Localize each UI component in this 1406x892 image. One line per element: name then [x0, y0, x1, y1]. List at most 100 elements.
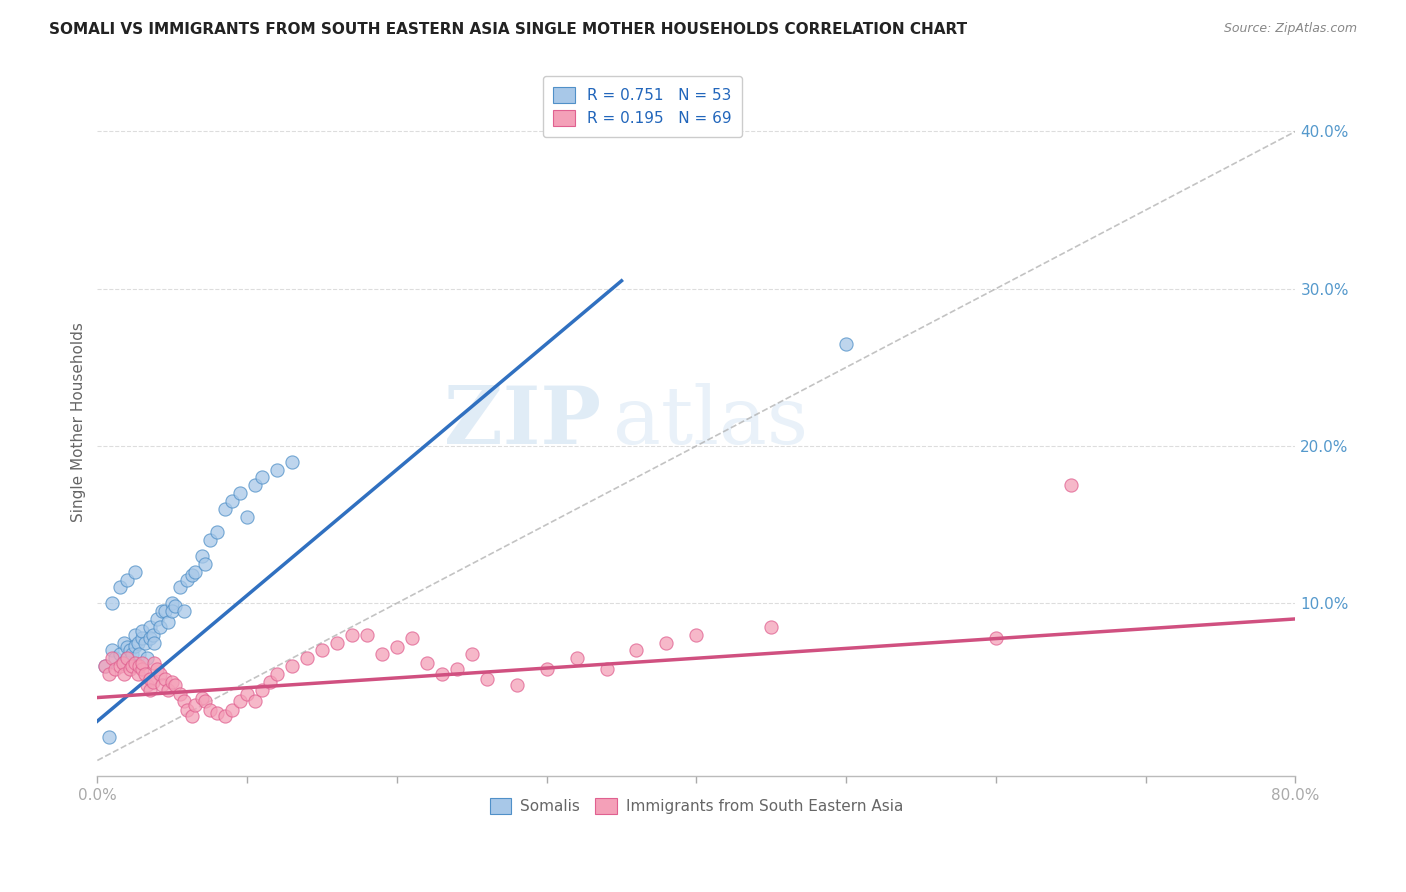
Point	[835, 336, 858, 351]
Point	[173, 694, 195, 708]
Point	[281, 455, 304, 469]
Point	[228, 486, 250, 500]
Point	[124, 656, 146, 670]
Point	[139, 631, 162, 645]
Point	[169, 581, 191, 595]
Point	[124, 639, 146, 653]
Point	[984, 631, 1007, 645]
Point	[139, 682, 162, 697]
Point	[156, 615, 179, 629]
Point	[108, 581, 131, 595]
Point	[131, 656, 153, 670]
Text: atlas: atlas	[613, 384, 807, 461]
Point	[176, 703, 198, 717]
Point	[120, 643, 142, 657]
Point	[124, 627, 146, 641]
Point	[565, 651, 588, 665]
Point	[243, 694, 266, 708]
Point	[131, 631, 153, 645]
Point	[165, 599, 187, 614]
Point	[461, 647, 484, 661]
Point	[173, 604, 195, 618]
Point	[149, 620, 172, 634]
Text: ZIP: ZIP	[443, 384, 600, 461]
Point	[281, 659, 304, 673]
Point	[117, 573, 139, 587]
Point	[98, 730, 121, 744]
Point	[121, 647, 143, 661]
Text: SOMALI VS IMMIGRANTS FROM SOUTH EASTERN ASIA SINGLE MOTHER HOUSEHOLDS CORRELATIO: SOMALI VS IMMIGRANTS FROM SOUTH EASTERN …	[49, 22, 967, 37]
Point	[94, 659, 117, 673]
Point	[120, 662, 142, 676]
Point	[142, 627, 165, 641]
Point	[311, 643, 333, 657]
Point	[149, 667, 172, 681]
Point	[430, 667, 453, 681]
Point	[134, 635, 156, 649]
Point	[295, 651, 318, 665]
Point	[108, 647, 131, 661]
Point	[117, 640, 139, 655]
Point	[176, 573, 198, 587]
Point	[401, 631, 423, 645]
Point	[142, 674, 165, 689]
Point	[250, 682, 273, 697]
Point	[183, 565, 205, 579]
Point	[371, 647, 394, 661]
Point	[356, 627, 378, 641]
Point	[169, 687, 191, 701]
Point	[198, 703, 221, 717]
Point	[101, 651, 124, 665]
Point	[104, 662, 127, 676]
Point	[131, 662, 153, 676]
Point	[112, 635, 135, 649]
Point	[117, 651, 139, 665]
Point	[259, 674, 281, 689]
Point	[685, 627, 707, 641]
Point	[98, 667, 121, 681]
Point	[385, 640, 408, 655]
Point	[416, 656, 439, 670]
Point	[160, 604, 183, 618]
Point	[221, 494, 243, 508]
Point	[101, 596, 124, 610]
Point	[135, 678, 157, 692]
Point	[153, 672, 176, 686]
Point	[250, 470, 273, 484]
Point	[243, 478, 266, 492]
Point	[1060, 478, 1083, 492]
Point	[128, 647, 150, 661]
Point	[595, 662, 617, 676]
Point	[143, 635, 166, 649]
Point	[128, 659, 150, 673]
Point	[135, 651, 157, 665]
Point	[150, 604, 173, 618]
Point	[228, 694, 250, 708]
Point	[127, 667, 149, 681]
Point	[160, 674, 183, 689]
Legend: Somalis, Immigrants from South Eastern Asia: Somalis, Immigrants from South Eastern A…	[479, 788, 914, 825]
Point	[111, 656, 134, 670]
Point	[198, 533, 221, 548]
Point	[183, 698, 205, 713]
Point	[626, 643, 648, 657]
Point	[180, 709, 202, 723]
Point	[160, 596, 183, 610]
Text: Source: ZipAtlas.com: Source: ZipAtlas.com	[1223, 22, 1357, 36]
Point	[112, 667, 135, 681]
Point	[165, 678, 187, 692]
Point	[191, 690, 214, 705]
Point	[194, 557, 217, 571]
Point	[221, 703, 243, 717]
Point	[153, 604, 176, 618]
Point	[131, 624, 153, 639]
Point	[536, 662, 558, 676]
Point	[505, 678, 527, 692]
Point	[266, 462, 288, 476]
Point	[191, 549, 214, 563]
Point	[111, 656, 134, 670]
Point	[139, 672, 162, 686]
Point	[214, 709, 236, 723]
Point	[104, 651, 127, 665]
Point	[205, 706, 228, 721]
